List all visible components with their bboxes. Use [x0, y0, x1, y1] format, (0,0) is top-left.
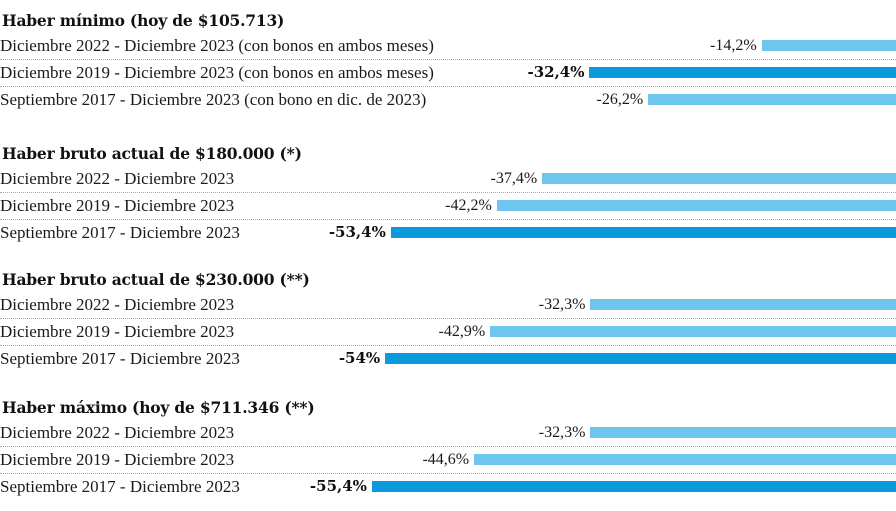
- bar: [385, 353, 896, 364]
- bar-value-label: -26,2%: [596, 91, 644, 108]
- bar-category-label: Septiembre 2017 - Diciembre 2023 (con bo…: [0, 90, 427, 109]
- bar-category-label: Diciembre 2022 - Diciembre 2023: [0, 169, 235, 188]
- bar: [648, 94, 896, 105]
- group-title: Haber bruto actual de $180.000 (*): [2, 144, 302, 163]
- group-title: Haber máximo (hoy de $711.346 (**): [2, 398, 315, 417]
- bar: [542, 173, 896, 184]
- bar-value-label: -37,4%: [490, 170, 538, 187]
- group-title: Haber bruto actual de $230.000 (**): [2, 270, 310, 289]
- bar-row: Diciembre 2019 - Diciembre 2023 (con bon…: [0, 59, 896, 87]
- bar-row: Diciembre 2022 - Diciembre 2023 -37,4%: [0, 165, 896, 193]
- bar-row: Septiembre 2017 - Diciembre 2023 -53,4%: [0, 219, 896, 246]
- bar: [590, 427, 896, 438]
- bar-category-label: Diciembre 2022 - Diciembre 2023: [0, 295, 235, 314]
- bar-row: Diciembre 2022 - Diciembre 2023 -32,3%: [0, 419, 896, 447]
- bar-value-label: -42,2%: [445, 197, 492, 214]
- bar-row: Septiembre 2017 - Diciembre 2023 -54%: [0, 345, 896, 372]
- bar: [371, 481, 896, 492]
- bar-value-label: -54%: [338, 349, 381, 367]
- bar-category-label: Diciembre 2019 - Diciembre 2023: [0, 196, 235, 215]
- bar-category-label: Diciembre 2019 - Diciembre 2023: [0, 322, 235, 341]
- bar-value-label: -53,4%: [328, 223, 386, 241]
- bar-category-label: Diciembre 2022 - Diciembre 2023: [0, 423, 235, 442]
- bar: [496, 200, 896, 211]
- bar: [490, 326, 896, 337]
- bar: [474, 454, 896, 465]
- bar: [761, 40, 896, 51]
- group-title: Haber mínimo (hoy de $105.713): [2, 11, 285, 30]
- bar-row: Septiembre 2017 - Diciembre 2023 (con bo…: [0, 86, 896, 113]
- bar-value-label: -14,2%: [710, 37, 757, 54]
- bar-row: Diciembre 2019 - Diciembre 2023 -42,2%: [0, 192, 896, 220]
- bar-category-label: Diciembre 2019 - Diciembre 2023: [0, 450, 235, 469]
- bar-value-label: -32,4%: [527, 63, 585, 81]
- bar-value-label: -32,3%: [538, 424, 586, 441]
- bar-row: Diciembre 2019 - Diciembre 2023 -44,6%: [0, 446, 896, 474]
- bar-value-label: -32,3%: [538, 296, 586, 313]
- bar: [590, 299, 896, 310]
- bar-row: Diciembre 2022 - Diciembre 2023 -32,3%: [0, 291, 896, 319]
- bar: [390, 227, 896, 238]
- bar: [589, 67, 896, 78]
- bar-row: Septiembre 2017 - Diciembre 2023 -55,4%: [0, 473, 896, 500]
- bar-category-label: Diciembre 2019 - Diciembre 2023 (con bon…: [0, 63, 434, 82]
- bar-row: Diciembre 2019 - Diciembre 2023 -42,9%: [0, 318, 896, 346]
- bar-value-label: -55,4%: [309, 477, 367, 495]
- bar-category-label: Septiembre 2017 - Diciembre 2023: [0, 223, 240, 242]
- bar-category-label: Diciembre 2022 - Diciembre 2023 (con bon…: [0, 36, 434, 55]
- bar-value-label: -42,9%: [438, 323, 486, 340]
- bar-row: Diciembre 2022 - Diciembre 2023 (con bon…: [0, 32, 896, 60]
- bar-category-label: Septiembre 2017 - Diciembre 2023: [0, 477, 240, 496]
- bar-category-label: Septiembre 2017 - Diciembre 2023: [0, 349, 240, 368]
- bar-value-label: -44,6%: [422, 451, 470, 468]
